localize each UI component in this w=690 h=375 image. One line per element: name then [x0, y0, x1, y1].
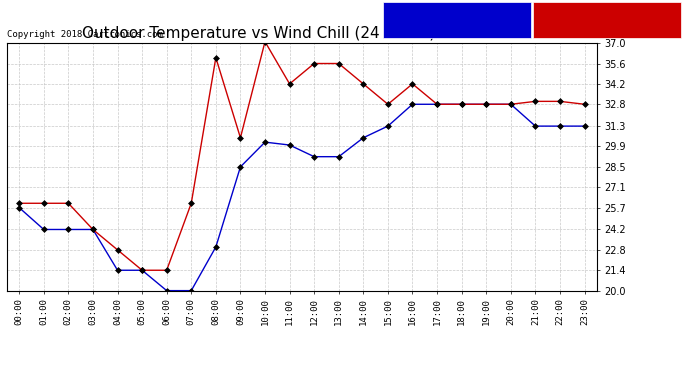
Text: Temperature (°F): Temperature (°F) — [536, 15, 630, 25]
Title: Outdoor Temperature vs Wind Chill (24 Hours)  20180125: Outdoor Temperature vs Wind Chill (24 Ho… — [82, 26, 522, 40]
Text: Wind Chill (°F): Wind Chill (°F) — [386, 15, 475, 25]
Text: Copyright 2018 Cartronics.com: Copyright 2018 Cartronics.com — [7, 30, 163, 39]
